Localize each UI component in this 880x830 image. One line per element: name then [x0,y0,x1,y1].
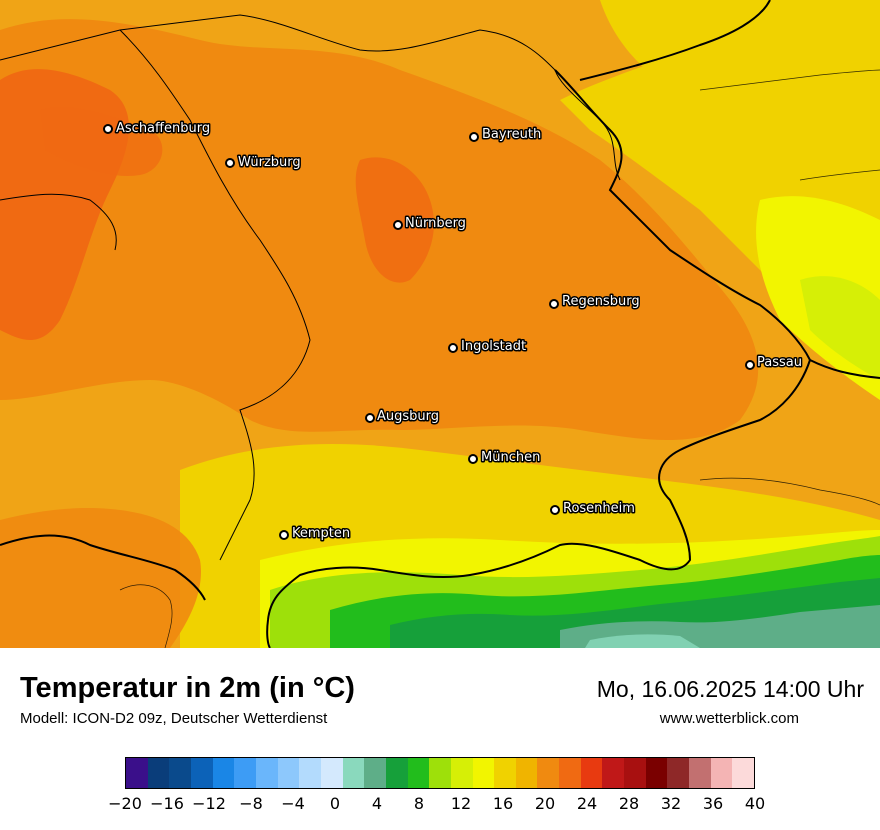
city-label: Regensburg [562,294,640,309]
state-borders [0,14,621,561]
city-dot [469,132,479,142]
colorbar-segment [624,758,646,788]
colorbar-tick-label: 12 [450,794,472,813]
colorbar-segment [429,758,451,788]
district-borders [119,69,880,648]
city-dot [549,299,559,309]
temperature-colorbar [125,757,755,789]
colorbar-segment [255,758,278,788]
colorbar-tick-label: 8 [413,794,425,813]
colorbar-segment [147,758,170,788]
city-dot [550,505,560,515]
city-dot [279,530,289,540]
city-label: Bayreuth [482,127,541,142]
colorbar-segment [320,758,343,788]
map-title: Temperatur in 2m (in °C) [20,672,355,704]
colorbar-ticks: −20 −16 −12 −8 −4 0 4 8 12 16 20 24 28 32 36 40 [0,791,880,821]
colorbar-segment [364,758,386,788]
colorbar-segment [667,758,690,788]
model-source: Modell: ICON-D2 09z, Deutscher Wetterdie… [20,710,328,727]
colorbar-tick-label: 20 [534,794,556,813]
colorbar-segment [580,758,603,788]
warm-zone-southwest [0,508,201,648]
colorbar-segment [342,758,365,788]
colorbar-tick-label: 24 [576,794,598,813]
colorbar-segment [537,758,560,788]
city-label: München [481,450,540,465]
city-nuernberg: Nürnberg [393,215,467,233]
alps-pale [585,634,700,648]
hot-zone-franconia [355,157,434,283]
forecast-datetime: Mo, 16.06.2025 14:00 Uhr [596,676,864,702]
map-footer: Temperatur in 2m (in °C) Modell: ICON-D2… [0,648,880,830]
green-yellow-zone-east [800,276,880,380]
city-kempten: Kempten [279,525,352,543]
city-label: Passau [757,355,802,370]
map-canvas: Aschaffenburg Würzburg Bayreuth Nürnberg… [0,0,880,648]
city-dot [448,343,458,353]
colorbar-tick-label: 16 [492,794,514,813]
city-label: Rosenheim [563,501,635,516]
city-dot [103,124,113,134]
colorbar-segment [169,758,191,788]
city-dot [468,454,478,464]
city-regensburg: Regensburg [549,293,641,311]
city-augsburg: Augsburg [365,408,441,426]
temperature-map: Aschaffenburg Würzburg Bayreuth Nürnberg… [0,0,880,648]
colorbar-tick-label: 28 [618,794,640,813]
colorbar-segment [515,758,538,788]
city-bayreuth: Bayreuth [469,126,543,144]
colorbar-segment [407,758,430,788]
colorbar-tick-label: 0 [329,794,341,813]
city-rosenheim: Rosenheim [550,500,636,518]
colorbar-segment [559,758,581,788]
colorbar-segment [126,758,148,788]
colorbar-tick-label: −16 [150,794,184,813]
city-label: Aschaffenburg [116,121,210,136]
colorbar-segment [212,758,235,788]
colorbar-segment [732,758,755,788]
colorbar-segment [710,758,733,788]
city-dot [393,220,403,230]
colorbar-segment [190,758,213,788]
colorbar-tick-label: −12 [192,794,226,813]
colorbar-segment [472,758,495,788]
colorbar-tick-label: 40 [744,794,766,813]
colorbar-segment [450,758,473,788]
colorbar-segment [277,758,300,788]
colorbar-tick-label: −4 [281,794,305,813]
city-dot [365,413,375,423]
colorbar-tick-label: −20 [108,794,142,813]
city-label: Kempten [292,526,350,541]
city-ingolstadt: Ingolstadt [448,338,528,356]
city-aschaffenburg: Aschaffenburg [103,120,212,138]
city-label: Würzburg [238,155,301,170]
colorbar-segment [645,758,668,788]
colorbar-segment [385,758,408,788]
country-borders [0,0,880,648]
colorbar-segment [234,758,256,788]
hot-zone-north [40,106,163,176]
city-label: Augsburg [377,409,439,424]
colorbar-segment [494,758,516,788]
colorbar-tick-label: 36 [702,794,724,813]
city-dot [745,360,755,370]
cool-zone-top [600,0,880,80]
city-label: Nürnberg [405,216,466,231]
website-credit: www.wetterblick.com [659,710,799,727]
city-label: Ingolstadt [461,339,526,354]
colorbar-segment [299,758,321,788]
city-muenchen: München [468,449,542,467]
colorbar-segment [602,758,625,788]
city-wuerzburg: Würzburg [225,154,302,172]
colorbar-tick-label: 32 [660,794,682,813]
city-dot [225,158,235,168]
colorbar-tick-label: 4 [371,794,383,813]
city-markers: Aschaffenburg Würzburg Bayreuth Nürnberg… [103,120,803,543]
colorbar-tick-label: −8 [239,794,263,813]
colorbar-segment [689,758,711,788]
city-passau: Passau [745,354,803,372]
